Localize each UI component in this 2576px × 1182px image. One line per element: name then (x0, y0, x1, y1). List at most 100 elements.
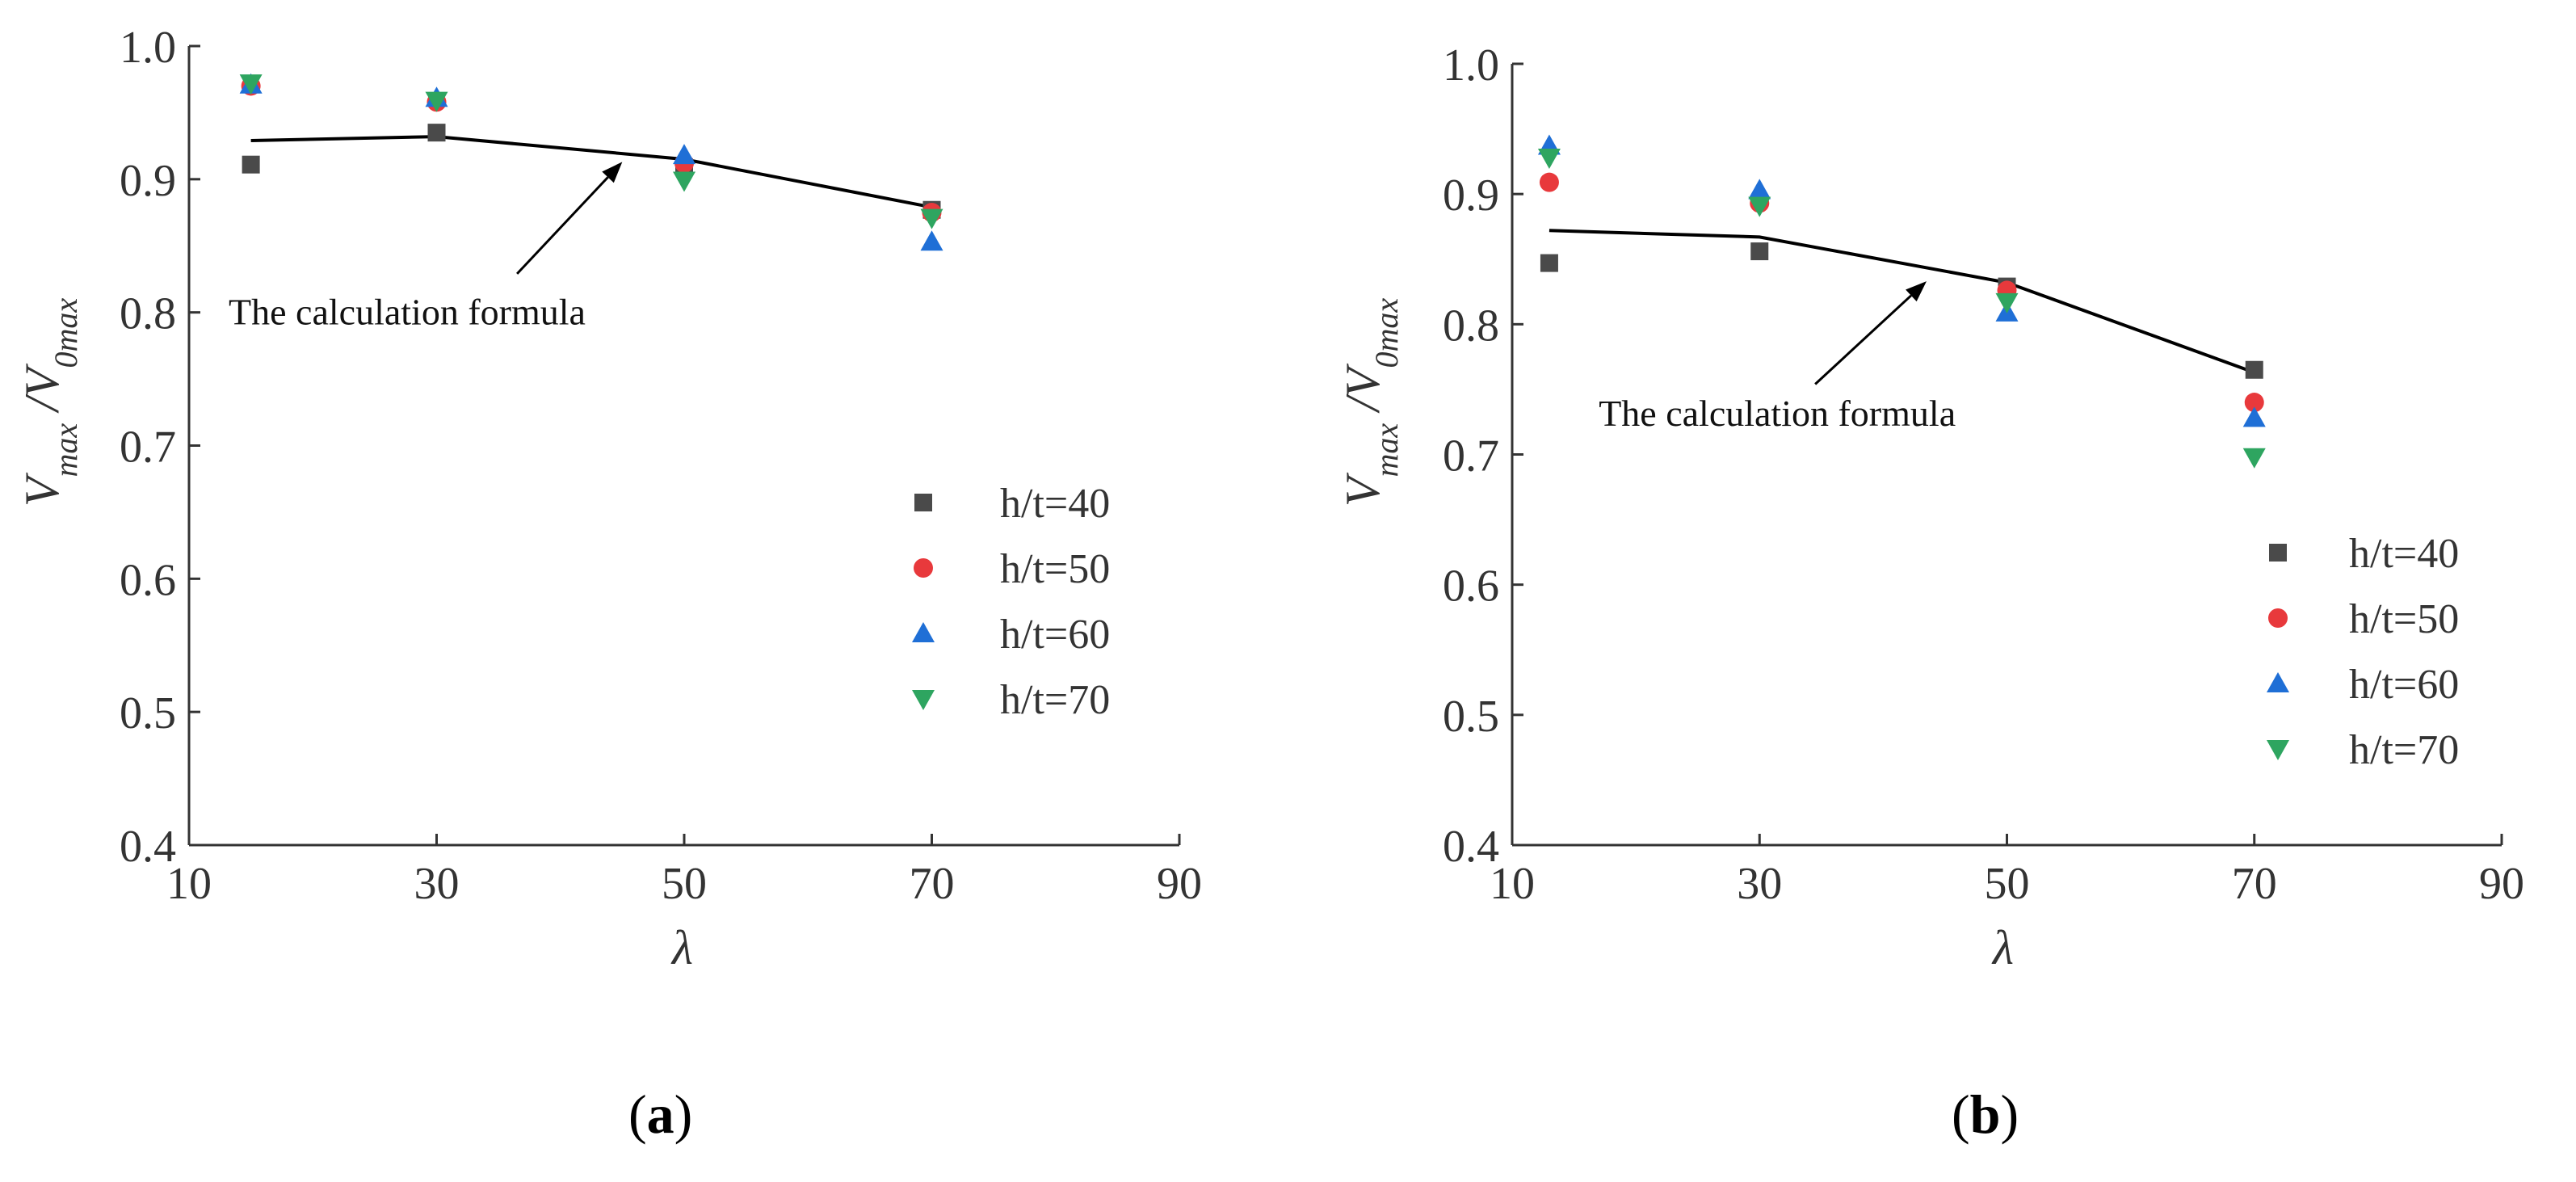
legend-marker (912, 690, 935, 710)
panel-b-annotation: The calculation formula (1599, 281, 1956, 434)
data-point (1748, 196, 1771, 217)
y-axis-title-slash: /V (1336, 363, 1389, 423)
legend-label: h/t=60 (2349, 662, 2459, 708)
y-tick-label: 0.6 (120, 555, 176, 605)
legend-marker (914, 494, 932, 511)
data-point (2242, 448, 2266, 469)
panel-b-ticks: 10 30 50 70 90 0.4 0.5 0.6 0.7 0.8 0.9 1.0 (1443, 40, 2524, 909)
annotation-text: The calculation formula (229, 292, 586, 333)
y-axis-title-main: V (1336, 472, 1389, 507)
panel-caption-close: ) (674, 1083, 693, 1145)
panel-a-formula (250, 135, 932, 209)
panel-caption-letter: b (1970, 1083, 2001, 1145)
legend-marker (2268, 608, 2288, 628)
data-point (1995, 292, 2019, 313)
annotation-text: The calculation formula (1599, 393, 1956, 434)
annotation-arrow-head (602, 162, 623, 183)
x-tick-label: 90 (2479, 859, 2524, 909)
y-axis-title-sub2: 0max (1368, 298, 1405, 368)
y-tick-label: 0.7 (1443, 431, 1499, 482)
x-tick-label: 70 (910, 859, 955, 909)
panel-a-labels: Vmax /V0max λ (a) (15, 298, 693, 1145)
panel-caption-open: ( (1952, 1083, 1970, 1145)
data-point (239, 74, 263, 95)
formula-line (1549, 229, 2255, 374)
panel-a-annotation: The calculation formula (229, 162, 623, 333)
panel-a: 10 30 50 70 90 0.4 0.5 0.6 0.7 0.8 0.9 1.0 The calc… (15, 23, 1202, 1145)
y-tick-label: 0.5 (120, 688, 176, 738)
panel-a-ticks: 10 30 50 70 90 0.4 0.5 0.6 0.7 0.8 0.9 1.0 (120, 23, 1202, 909)
legend-label: h/t=50 (1000, 546, 1110, 592)
annotation-arrow-shaft (1814, 294, 1912, 385)
annotation-arrow-head (1906, 281, 1927, 302)
y-tick-label: 0.9 (1443, 170, 1499, 221)
y-axis-title-main: V (15, 472, 69, 507)
x-tick-label: 70 (2232, 859, 2277, 909)
data-point (2244, 393, 2264, 413)
x-tick-label: 50 (1985, 859, 2030, 909)
data-point (920, 208, 943, 229)
y-axis-title-sub1: max (48, 423, 84, 477)
y-tick-label: 0.4 (1443, 822, 1499, 872)
formula-line (250, 135, 932, 209)
legend-marker (2267, 672, 2289, 692)
y-axis-title: Vmax /V0max (15, 298, 84, 507)
data-point (1539, 172, 1559, 192)
panel-caption: (b) (1952, 1083, 2019, 1145)
y-tick-label: 0.8 (1443, 301, 1499, 351)
x-tick-label: 30 (1737, 859, 1782, 909)
legend-marker (914, 558, 933, 578)
y-tick-label: 0.9 (120, 156, 176, 206)
panel-b-labels: Vmax /V0max λ (b) (1336, 298, 2019, 1145)
x-tick-label: 30 (414, 859, 460, 909)
data-point (673, 144, 695, 165)
panel-caption-letter: a (647, 1083, 674, 1145)
y-tick-label: 0.4 (120, 822, 176, 872)
data-point (1540, 254, 1558, 272)
y-tick-label: 0.7 (120, 423, 176, 473)
legend-label: h/t=40 (1000, 481, 1110, 527)
x-axis-title: λ (670, 921, 693, 974)
y-axis-title-slash: /V (15, 363, 69, 423)
panel-b: 10 30 50 70 90 0.4 0.5 0.6 0.7 0.8 0.9 1.0 The calc… (1336, 40, 2524, 1145)
data-point (920, 230, 943, 251)
x-tick-label: 10 (1490, 859, 1535, 909)
data-point (2242, 406, 2266, 427)
data-point (427, 124, 446, 142)
panel-caption: (a) (628, 1083, 692, 1145)
x-tick-label: 50 (662, 859, 707, 909)
legend-label: h/t=40 (2349, 531, 2459, 577)
panel-b-formula (1549, 229, 2255, 374)
annotation-arrow-shaft (516, 176, 609, 275)
legend-marker (2269, 544, 2287, 562)
y-tick-label: 0.8 (120, 289, 176, 339)
x-tick-label: 10 (166, 859, 212, 909)
panel-a-points (239, 73, 943, 251)
y-axis-title: Vmax /V0max (1336, 298, 1405, 507)
panel-b-points (1537, 134, 2266, 469)
data-point (1750, 242, 1769, 261)
data-point (1748, 179, 1771, 200)
legend-label: h/t=70 (2349, 727, 2459, 773)
y-tick-label: 1.0 (120, 23, 176, 73)
panel-a-legend: h/t=40 h/t=50 h/t=60 h/t=70 (912, 481, 1110, 723)
legend-marker (2267, 740, 2289, 760)
y-axis-title-sub2: 0max (48, 298, 84, 368)
panel-b-legend: h/t=40 h/t=50 h/t=60 h/t=70 (2267, 531, 2459, 773)
data-point (242, 155, 260, 174)
y-tick-label: 0.5 (1443, 692, 1499, 742)
legend-marker (912, 622, 935, 642)
y-tick-label: 0.6 (1443, 562, 1499, 612)
legend-label: h/t=70 (1000, 677, 1110, 723)
y-tick-label: 1.0 (1443, 40, 1499, 90)
x-axis-title: λ (1991, 921, 2014, 974)
legend-label: h/t=60 (1000, 612, 1110, 658)
x-tick-label: 90 (1157, 859, 1202, 909)
y-axis-title-sub1: max (1368, 423, 1405, 477)
data-point (425, 91, 448, 112)
data-point (1537, 149, 1561, 170)
data-point (673, 171, 695, 192)
legend-label: h/t=50 (2349, 596, 2459, 642)
data-point (2245, 360, 2263, 379)
panel-caption-close: ) (2000, 1083, 2019, 1145)
